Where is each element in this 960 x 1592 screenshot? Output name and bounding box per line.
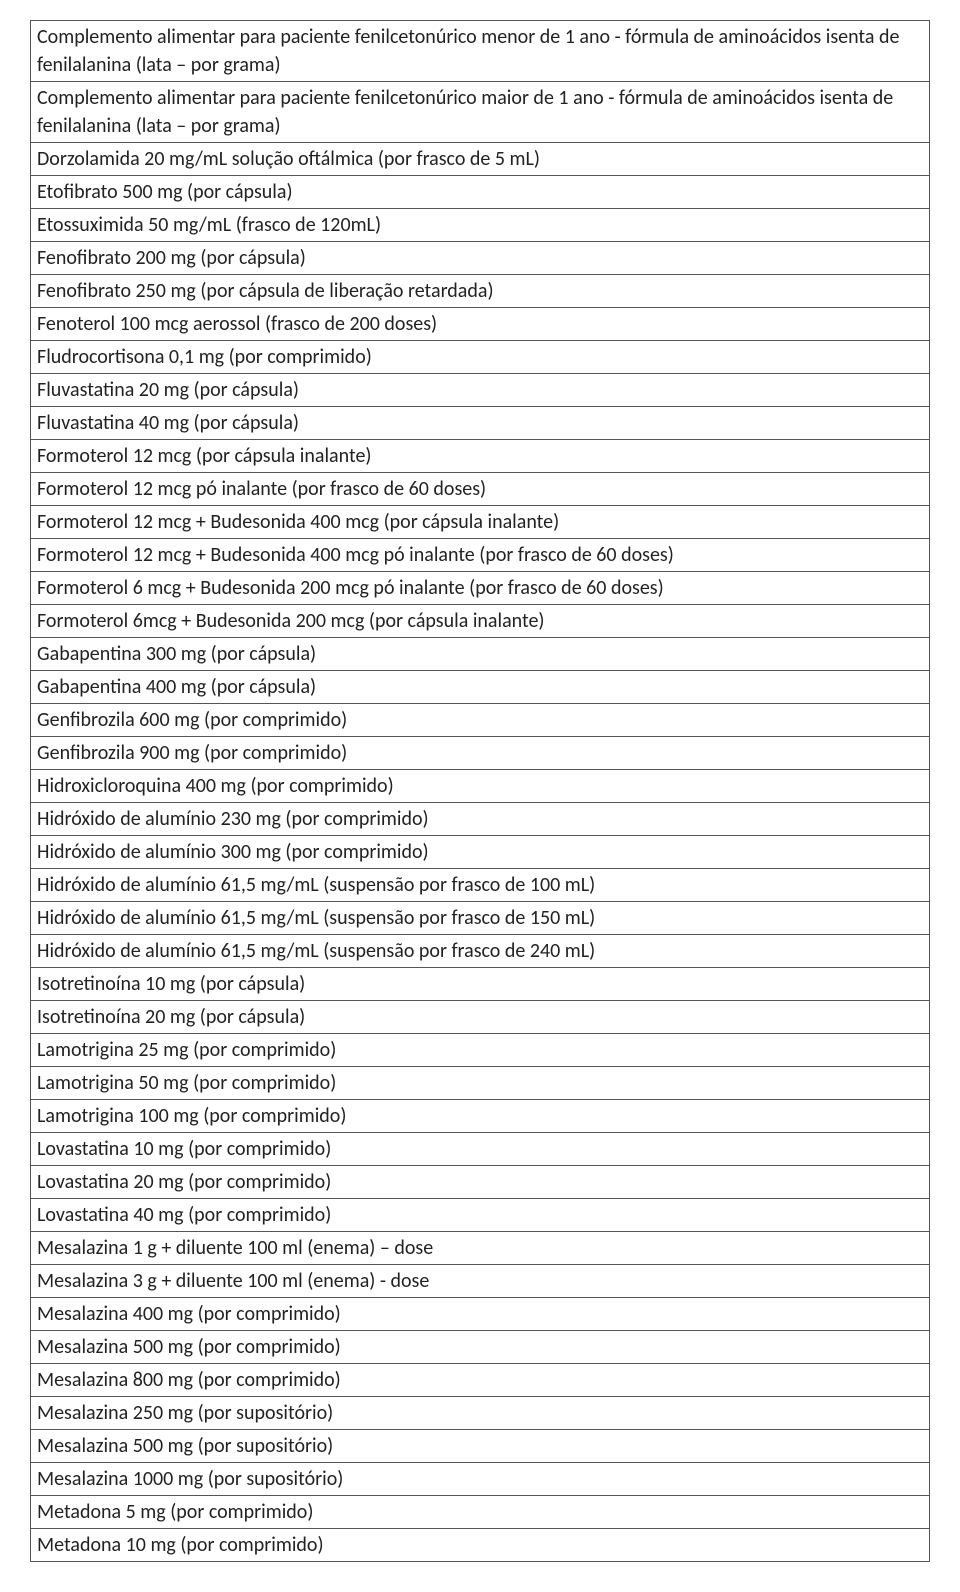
medication-cell: Formoterol 12 mcg + Budesonida 400 mcg (… [31,506,930,539]
table-row: Genfibrozila 600 mg (por comprimido) [31,704,930,737]
table-row: Lamotrigina 50 mg (por comprimido) [31,1067,930,1100]
table-row: Isotretinoína 10 mg (por cápsula) [31,968,930,1001]
table-row: Hidroxicloroquina 400 mg (por comprimido… [31,770,930,803]
table-row: Lovastatina 40 mg (por comprimido) [31,1199,930,1232]
medication-cell: Mesalazina 500 mg (por comprimido) [31,1331,930,1364]
medication-cell: Mesalazina 1 g + diluente 100 ml (enema)… [31,1232,930,1265]
medication-cell: Hidroxicloroquina 400 mg (por comprimido… [31,770,930,803]
medication-cell: Etossuximida 50 mg/mL (frasco de 120mL) [31,209,930,242]
medication-cell: Fluvastatina 20 mg (por cápsula) [31,374,930,407]
medication-cell: Fenofibrato 250 mg (por cápsula de liber… [31,275,930,308]
table-row: Fenofibrato 250 mg (por cápsula de liber… [31,275,930,308]
medication-cell: Fenoterol 100 mcg aerossol (frasco de 20… [31,308,930,341]
medication-cell: Mesalazina 250 mg (por supositório) [31,1397,930,1430]
table-row: Formoterol 12 mcg + Budesonida 400 mcg (… [31,506,930,539]
medication-cell: Lovastatina 20 mg (por comprimido) [31,1166,930,1199]
medication-cell: Lamotrigina 50 mg (por comprimido) [31,1067,930,1100]
medication-cell: Hidróxido de alumínio 230 mg (por compri… [31,803,930,836]
table-row: Lovastatina 20 mg (por comprimido) [31,1166,930,1199]
medication-cell: Mesalazina 3 g + diluente 100 ml (enema)… [31,1265,930,1298]
medication-cell: Lamotrigina 25 mg (por comprimido) [31,1034,930,1067]
medication-cell: Complemento alimentar para paciente feni… [31,82,930,143]
medication-cell: Hidróxido de alumínio 61,5 mg/mL (suspen… [31,902,930,935]
medication-cell: Hidróxido de alumínio 300 mg (por compri… [31,836,930,869]
medication-cell: Mesalazina 800 mg (por comprimido) [31,1364,930,1397]
medication-cell: Complemento alimentar para paciente feni… [31,21,930,82]
table-row: Isotretinoína 20 mg (por cápsula) [31,1001,930,1034]
table-row: Metadona 10 mg (por comprimido) [31,1529,930,1562]
medication-cell: Formoterol 12 mcg + Budesonida 400 mcg p… [31,539,930,572]
table-row: Mesalazina 500 mg (por comprimido) [31,1331,930,1364]
table-row: Formoterol 6 mcg + Budesonida 200 mcg pó… [31,572,930,605]
table-row: Mesalazina 250 mg (por supositório) [31,1397,930,1430]
table-row: Complemento alimentar para paciente feni… [31,82,930,143]
medication-cell: Dorzolamida 20 mg/mL solução oftálmica (… [31,143,930,176]
table-row: Formoterol 12 mcg (por cápsula inalante) [31,440,930,473]
table-row: Hidróxido de alumínio 230 mg (por compri… [31,803,930,836]
table-row: Etossuximida 50 mg/mL (frasco de 120mL) [31,209,930,242]
table-row: Gabapentina 300 mg (por cápsula) [31,638,930,671]
medication-cell: Mesalazina 500 mg (por supositório) [31,1430,930,1463]
medication-table: Complemento alimentar para paciente feni… [30,20,930,1562]
table-row: Mesalazina 3 g + diluente 100 ml (enema)… [31,1265,930,1298]
medication-cell: Etofibrato 500 mg (por cápsula) [31,176,930,209]
medication-cell: Gabapentina 300 mg (por cápsula) [31,638,930,671]
table-row: Fenoterol 100 mcg aerossol (frasco de 20… [31,308,930,341]
table-row: Complemento alimentar para paciente feni… [31,21,930,82]
medication-cell: Formoterol 6mcg + Budesonida 200 mcg (po… [31,605,930,638]
medication-cell: Genfibrozila 600 mg (por comprimido) [31,704,930,737]
table-row: Hidróxido de alumínio 61,5 mg/mL (suspen… [31,935,930,968]
table-row: Gabapentina 400 mg (por cápsula) [31,671,930,704]
medication-cell: Metadona 5 mg (por comprimido) [31,1496,930,1529]
table-row: Mesalazina 400 mg (por comprimido) [31,1298,930,1331]
table-row: Dorzolamida 20 mg/mL solução oftálmica (… [31,143,930,176]
medication-cell: Genfibrozila 900 mg (por comprimido) [31,737,930,770]
medication-cell: Isotretinoína 10 mg (por cápsula) [31,968,930,1001]
medication-cell: Isotretinoína 20 mg (por cápsula) [31,1001,930,1034]
medication-cell: Formoterol 12 mcg (por cápsula inalante) [31,440,930,473]
medication-cell: Fluvastatina 40 mg (por cápsula) [31,407,930,440]
table-row: Lamotrigina 25 mg (por comprimido) [31,1034,930,1067]
table-row: Mesalazina 500 mg (por supositório) [31,1430,930,1463]
medication-cell: Formoterol 12 mcg pó inalante (por frasc… [31,473,930,506]
table-row: Etofibrato 500 mg (por cápsula) [31,176,930,209]
medication-cell: Hidróxido de alumínio 61,5 mg/mL (suspen… [31,869,930,902]
table-row: Genfibrozila 900 mg (por comprimido) [31,737,930,770]
table-row: Metadona 5 mg (por comprimido) [31,1496,930,1529]
table-row: Formoterol 12 mcg pó inalante (por frasc… [31,473,930,506]
table-row: Fenofibrato 200 mg (por cápsula) [31,242,930,275]
table-row: Fluvastatina 40 mg (por cápsula) [31,407,930,440]
table-row: Fludrocortisona 0,1 mg (por comprimido) [31,341,930,374]
medication-cell: Lovastatina 40 mg (por comprimido) [31,1199,930,1232]
medication-cell: Metadona 10 mg (por comprimido) [31,1529,930,1562]
medication-cell: Gabapentina 400 mg (por cápsula) [31,671,930,704]
table-row: Formoterol 12 mcg + Budesonida 400 mcg p… [31,539,930,572]
medication-cell: Fludrocortisona 0,1 mg (por comprimido) [31,341,930,374]
medication-cell: Lovastatina 10 mg (por comprimido) [31,1133,930,1166]
medication-cell: Fenofibrato 200 mg (por cápsula) [31,242,930,275]
table-row: Hidróxido de alumínio 300 mg (por compri… [31,836,930,869]
medication-cell: Mesalazina 400 mg (por comprimido) [31,1298,930,1331]
medication-cell: Formoterol 6 mcg + Budesonida 200 mcg pó… [31,572,930,605]
medication-table-body: Complemento alimentar para paciente feni… [31,21,930,1562]
table-row: Lovastatina 10 mg (por comprimido) [31,1133,930,1166]
table-row: Hidróxido de alumínio 61,5 mg/mL (suspen… [31,869,930,902]
table-row: Hidróxido de alumínio 61,5 mg/mL (suspen… [31,902,930,935]
table-row: Mesalazina 1000 mg (por supositório) [31,1463,930,1496]
medication-cell: Hidróxido de alumínio 61,5 mg/mL (suspen… [31,935,930,968]
table-row: Mesalazina 1 g + diluente 100 ml (enema)… [31,1232,930,1265]
medication-cell: Lamotrigina 100 mg (por comprimido) [31,1100,930,1133]
table-row: Mesalazina 800 mg (por comprimido) [31,1364,930,1397]
table-row: Fluvastatina 20 mg (por cápsula) [31,374,930,407]
table-row: Formoterol 6mcg + Budesonida 200 mcg (po… [31,605,930,638]
table-row: Lamotrigina 100 mg (por comprimido) [31,1100,930,1133]
medication-cell: Mesalazina 1000 mg (por supositório) [31,1463,930,1496]
